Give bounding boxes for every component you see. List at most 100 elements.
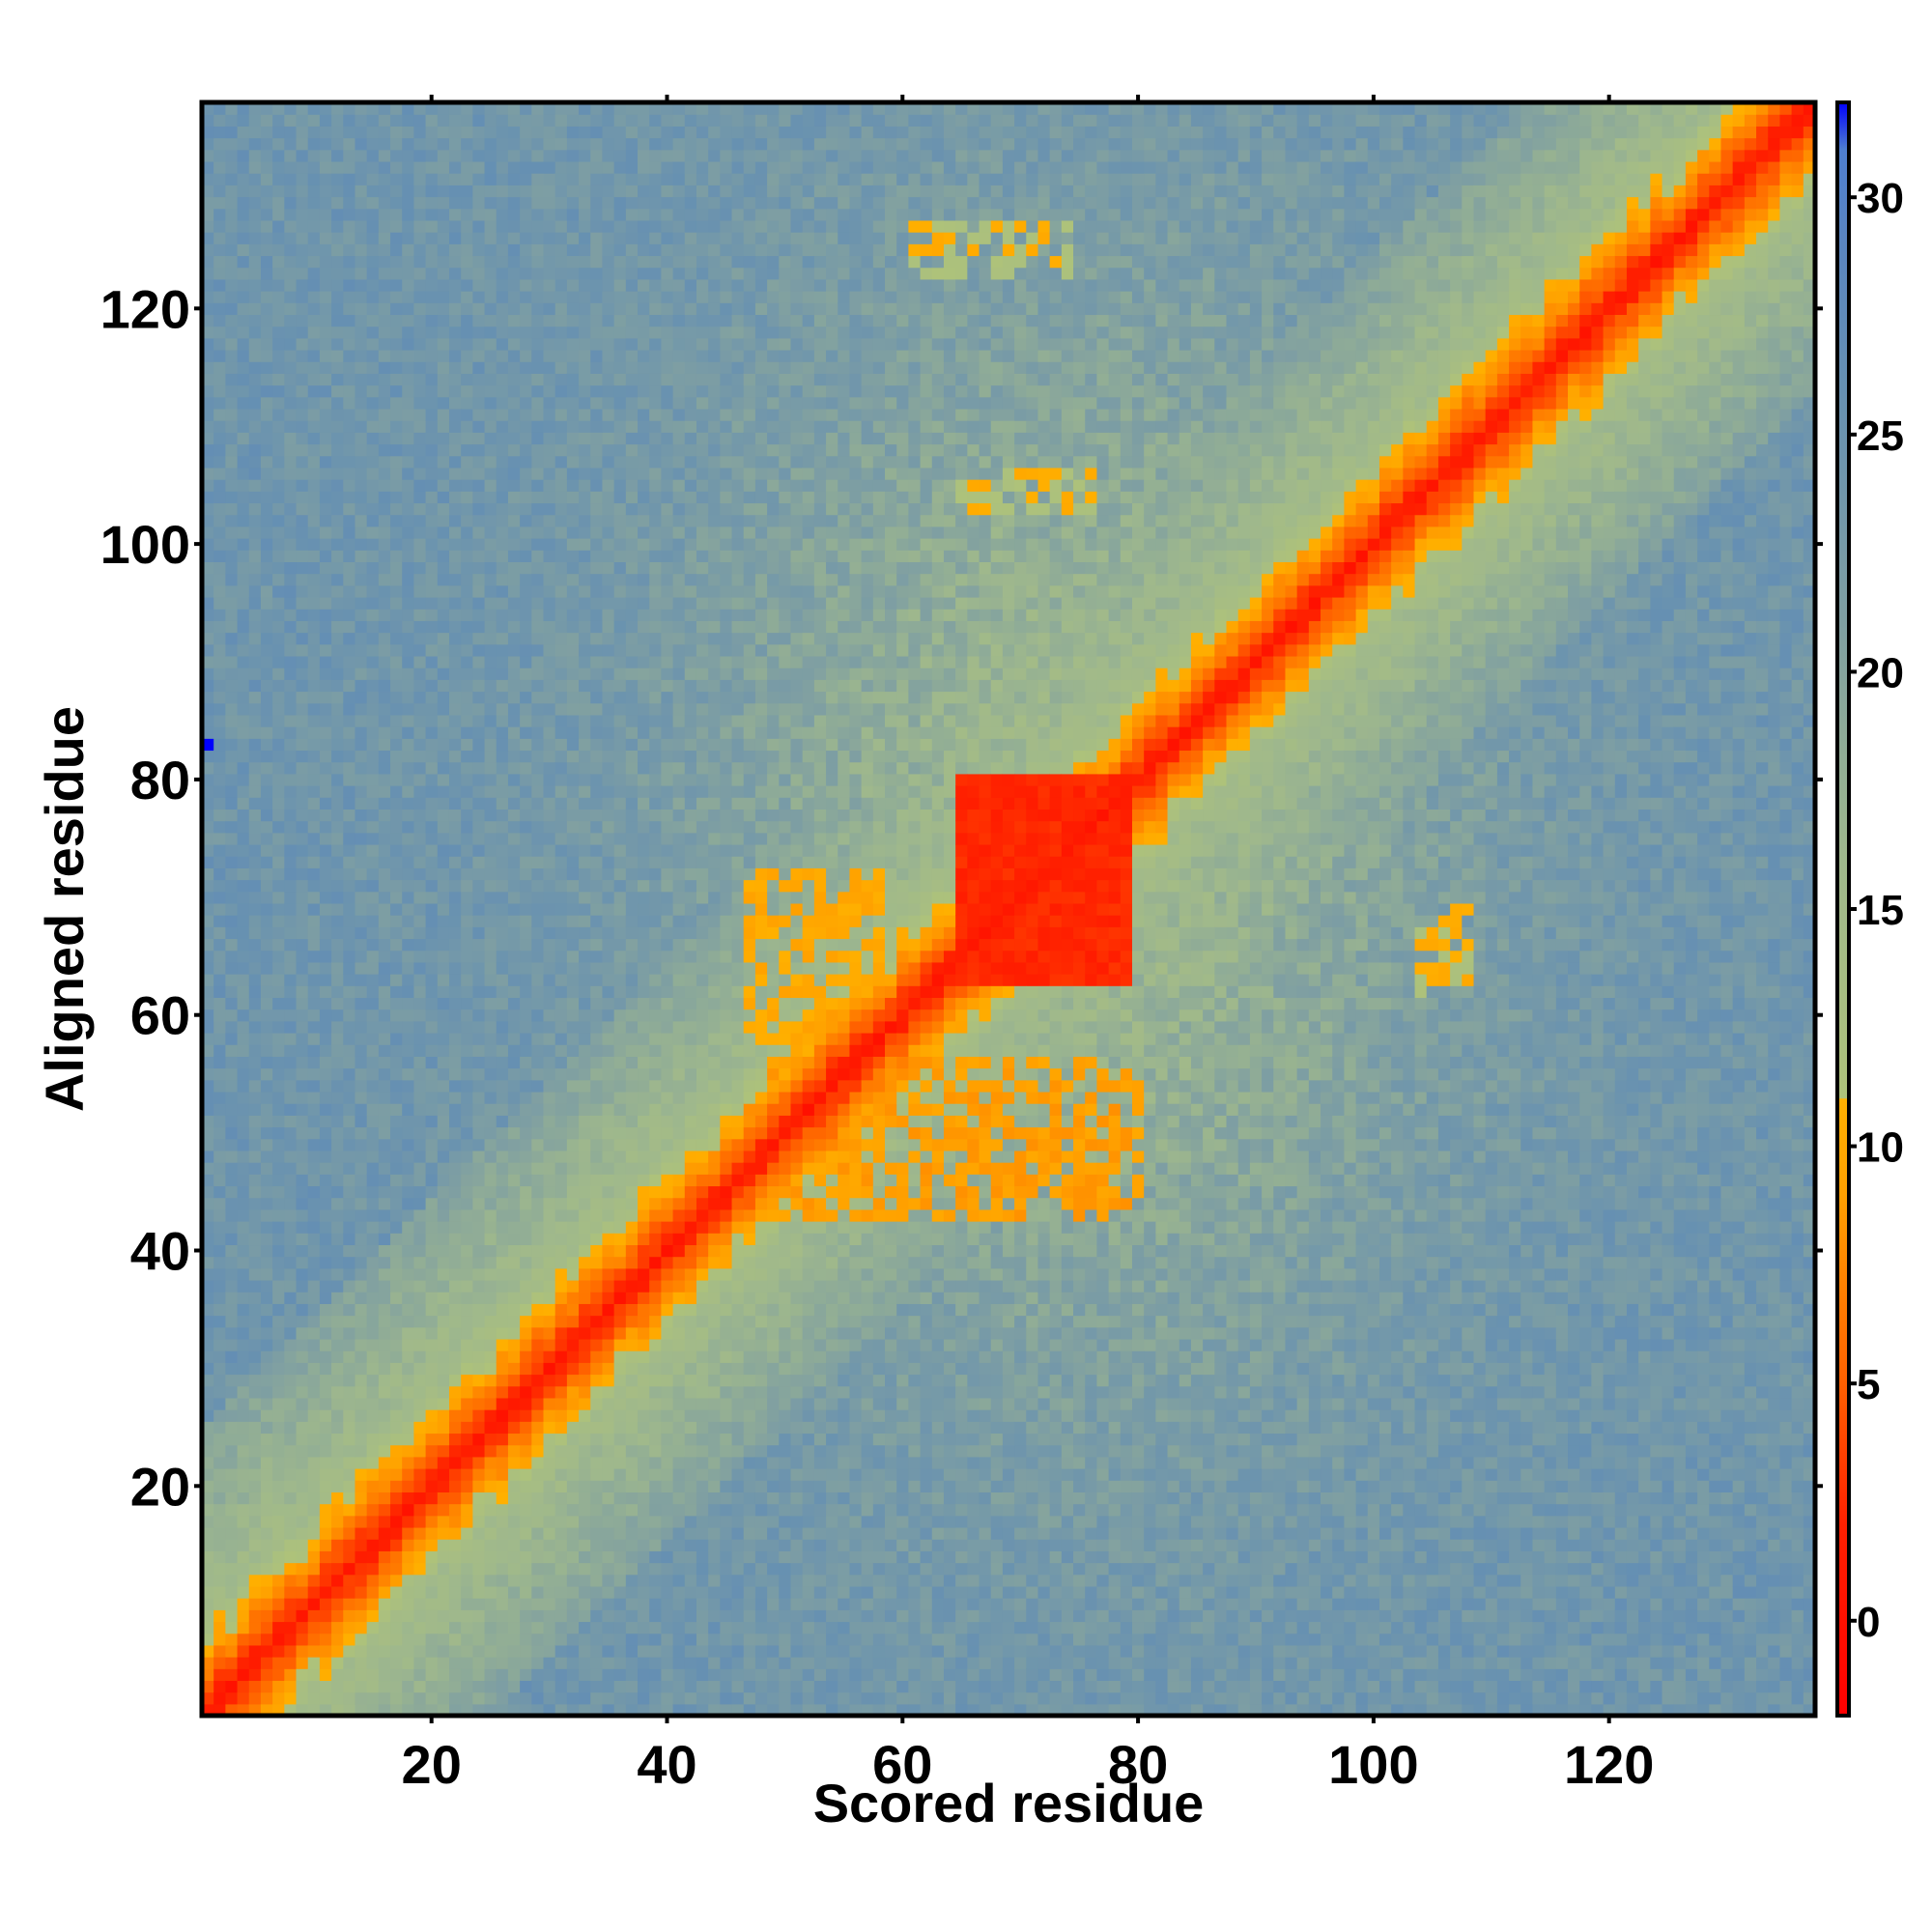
heatmap-cell — [272, 432, 285, 444]
heatmap-cell — [449, 1386, 462, 1399]
heatmap-cell — [461, 1480, 473, 1492]
heatmap-cell — [331, 538, 344, 551]
heatmap-cell — [272, 1609, 285, 1622]
heatmap-cell — [614, 1327, 627, 1340]
heatmap-cell — [320, 1162, 332, 1175]
heatmap-cell — [331, 173, 344, 185]
heatmap-cell — [426, 126, 439, 138]
heatmap-cell — [626, 1233, 639, 1245]
heatmap-cell — [426, 1327, 439, 1340]
heatmap-cell — [567, 432, 580, 444]
heatmap-cell — [225, 502, 238, 515]
heatmap-cell — [544, 1550, 556, 1563]
heatmap-cell — [261, 409, 273, 421]
heatmap-cell — [225, 938, 238, 951]
heatmap-cell — [261, 502, 273, 515]
heatmap-cell — [426, 1115, 439, 1127]
heatmap-cell — [213, 892, 226, 904]
heatmap-cell — [402, 1516, 414, 1528]
heatmap-cell — [238, 1634, 250, 1646]
heatmap-cell — [520, 809, 532, 821]
heatmap-cell — [520, 774, 532, 786]
heatmap-cell — [343, 1386, 355, 1399]
heatmap-cell — [390, 1056, 403, 1068]
heatmap-cell — [343, 1103, 355, 1116]
heatmap-cell — [449, 1127, 462, 1140]
heatmap-cell — [472, 644, 485, 657]
heatmap-cell — [379, 1268, 391, 1281]
heatmap-cell — [544, 1516, 556, 1528]
heatmap-cell — [497, 161, 509, 174]
heatmap-cell — [602, 1598, 614, 1610]
heatmap-cell — [284, 1185, 297, 1198]
heatmap-cell — [225, 915, 238, 927]
heatmap-cell — [355, 880, 367, 893]
heatmap-cell — [472, 1480, 485, 1492]
heatmap-cell — [284, 502, 297, 515]
heatmap-cell — [567, 1575, 580, 1587]
heatmap-cell — [614, 844, 627, 857]
heatmap-cell — [602, 821, 614, 834]
heatmap-cell — [249, 1468, 262, 1481]
heatmap-cell — [485, 1185, 497, 1198]
heatmap-cell — [413, 1244, 426, 1257]
heatmap-cell — [379, 633, 391, 645]
heatmap-cell — [579, 1539, 591, 1551]
heatmap-cell — [426, 715, 439, 727]
heatmap-cell — [461, 1375, 473, 1387]
heatmap-cell — [544, 173, 556, 185]
heatmap-cell — [320, 738, 332, 751]
heatmap-cell — [413, 1139, 426, 1151]
heatmap-cell — [225, 774, 238, 786]
heatmap-cell — [544, 220, 556, 233]
heatmap-cell — [261, 268, 273, 280]
heatmap-cell — [238, 1198, 250, 1210]
heatmap-cell — [238, 585, 250, 598]
heatmap-cell — [390, 1139, 403, 1151]
heatmap-cell — [626, 1398, 639, 1410]
heatmap-cell — [402, 1033, 414, 1045]
heatmap-cell — [508, 1009, 521, 1022]
heatmap-cell — [602, 432, 614, 444]
heatmap-cell — [497, 409, 509, 421]
heatmap-cell — [225, 291, 238, 303]
heatmap-cell — [579, 1657, 591, 1669]
heatmap-cell — [297, 561, 309, 574]
heatmap-cell — [272, 892, 285, 904]
heatmap-cell — [567, 1563, 580, 1576]
heatmap-cell — [238, 1127, 250, 1140]
heatmap-cell — [355, 1539, 367, 1551]
heatmap-cell — [272, 997, 285, 1009]
heatmap-cell — [308, 1457, 321, 1469]
heatmap-cell — [355, 715, 367, 727]
heatmap-cell — [531, 220, 544, 233]
heatmap-cell — [225, 738, 238, 751]
heatmap-cell — [531, 173, 544, 185]
heatmap-cell — [520, 1209, 532, 1222]
heatmap-cell — [497, 420, 509, 433]
heatmap-cell — [261, 185, 273, 197]
heatmap-cell — [590, 951, 603, 963]
heatmap-cell — [213, 951, 226, 963]
heatmap-cell — [225, 114, 238, 127]
heatmap-cell — [413, 1657, 426, 1669]
heatmap-cell — [413, 1386, 426, 1399]
heatmap-cell — [297, 114, 309, 127]
heatmap-cell — [461, 114, 473, 127]
heatmap-cell — [461, 209, 473, 221]
heatmap-cell — [485, 951, 497, 963]
heatmap-cell — [472, 1198, 485, 1210]
heatmap-cell — [238, 1692, 250, 1705]
heatmap-cell — [485, 1680, 497, 1692]
heatmap-cell — [555, 691, 568, 703]
heatmap-cell — [284, 150, 297, 162]
heatmap-cell — [284, 338, 297, 351]
heatmap-cell — [379, 1103, 391, 1116]
heatmap-cell — [449, 1586, 462, 1599]
heatmap-cell — [438, 268, 450, 280]
heatmap-cell — [390, 502, 403, 515]
heatmap-cell — [426, 880, 439, 893]
heatmap-cell — [497, 291, 509, 303]
heatmap-cell — [497, 797, 509, 810]
heatmap-cell — [413, 268, 426, 280]
